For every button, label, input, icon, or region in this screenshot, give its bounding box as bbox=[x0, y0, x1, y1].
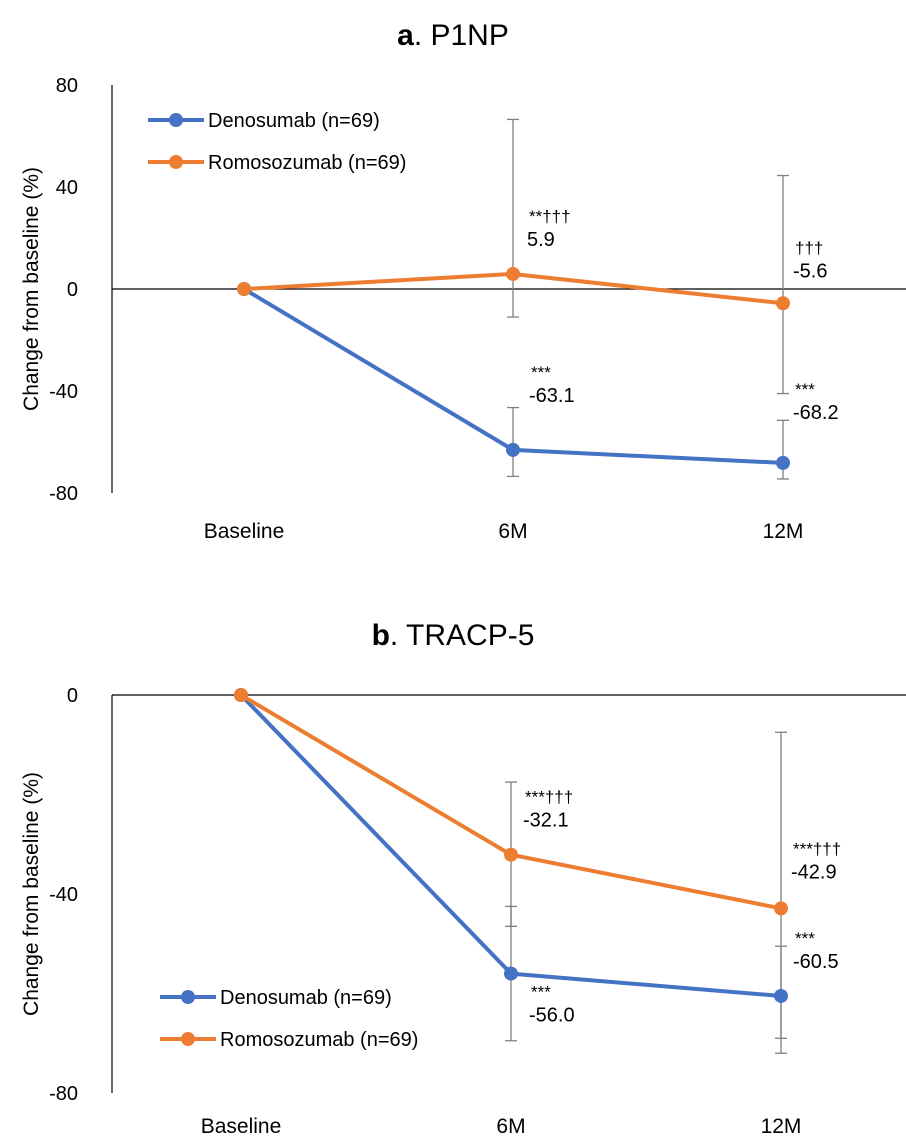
legend-marker bbox=[169, 155, 183, 169]
y-tick-label: 0 bbox=[67, 279, 78, 301]
title-separator: . bbox=[414, 19, 431, 52]
data-point bbox=[774, 901, 788, 916]
legend-marker bbox=[169, 113, 183, 127]
chart-title: a. P1NP bbox=[397, 19, 509, 52]
significance-marker: *** bbox=[795, 929, 815, 948]
significance-marker: ***††† bbox=[525, 788, 573, 807]
significance-marker: *** bbox=[531, 983, 551, 1002]
data-point bbox=[506, 266, 520, 281]
y-tick-label: 40 bbox=[56, 177, 78, 199]
legend-label: Romosozumab (n=69) bbox=[220, 1029, 418, 1051]
panel-letter: a bbox=[397, 19, 414, 52]
x-tick-label: 6M bbox=[498, 520, 527, 543]
chart-panel-b: b. TRACP-5 Change from baseline (%) 0 -40 -8… bbox=[20, 619, 906, 1138]
data-label: -60.5 bbox=[793, 951, 839, 973]
data-point bbox=[774, 988, 788, 1003]
data-label: -42.9 bbox=[791, 861, 837, 883]
y-axis-label: Change from baseline (%) bbox=[20, 772, 43, 1016]
x-tick-label: Baseline bbox=[201, 1115, 282, 1136]
data-label: -32.1 bbox=[523, 810, 569, 832]
chart-panel-a: a. P1NP Change from baseline (%) 80 40 0 -40 -… bbox=[20, 19, 906, 543]
legend-label: Denosumab (n=69) bbox=[220, 987, 392, 1009]
significance-marker: *** bbox=[531, 363, 551, 382]
y-tick-label: -40 bbox=[49, 381, 78, 403]
data-point bbox=[776, 296, 790, 311]
legend-marker bbox=[181, 990, 195, 1004]
y-axis-label: Change from baseline (%) bbox=[20, 167, 43, 411]
data-point bbox=[237, 282, 251, 296]
significance-marker: ††† bbox=[795, 238, 823, 257]
y-tick-label: -80 bbox=[49, 1083, 78, 1105]
x-tick-label: 6M bbox=[496, 1115, 525, 1136]
data-point bbox=[506, 442, 520, 457]
significance-marker: **††† bbox=[529, 207, 571, 226]
x-tick-label: 12M bbox=[763, 520, 804, 543]
legend-label: Denosumab (n=69) bbox=[208, 110, 380, 132]
data-label: 5.9 bbox=[527, 229, 555, 251]
title-text: P1NP bbox=[430, 19, 508, 52]
data-label: -63.1 bbox=[529, 385, 575, 407]
title-separator: . bbox=[390, 619, 406, 652]
y-tick-label: 0 bbox=[67, 685, 78, 707]
data-label: -56.0 bbox=[529, 1005, 575, 1027]
data-point bbox=[504, 847, 518, 862]
data-label: -68.2 bbox=[793, 402, 839, 424]
data-point bbox=[504, 966, 518, 981]
y-tick-label: 80 bbox=[56, 75, 78, 97]
significance-marker: *** bbox=[795, 380, 815, 399]
data-point bbox=[776, 455, 790, 470]
x-tick-label: 12M bbox=[761, 1115, 802, 1136]
data-point bbox=[234, 688, 248, 702]
title-text: TRACP-5 bbox=[406, 619, 534, 652]
chart-title: b. TRACP-5 bbox=[372, 619, 535, 652]
x-tick-label: Baseline bbox=[204, 520, 285, 543]
panel-letter: b bbox=[372, 619, 390, 652]
data-label: -5.6 bbox=[793, 260, 827, 282]
legend-marker bbox=[181, 1032, 195, 1046]
legend-label: Romosozumab (n=69) bbox=[208, 152, 406, 174]
y-tick-label: -40 bbox=[49, 884, 78, 906]
y-tick-label: -80 bbox=[49, 483, 78, 505]
significance-marker: ***††† bbox=[793, 839, 841, 858]
